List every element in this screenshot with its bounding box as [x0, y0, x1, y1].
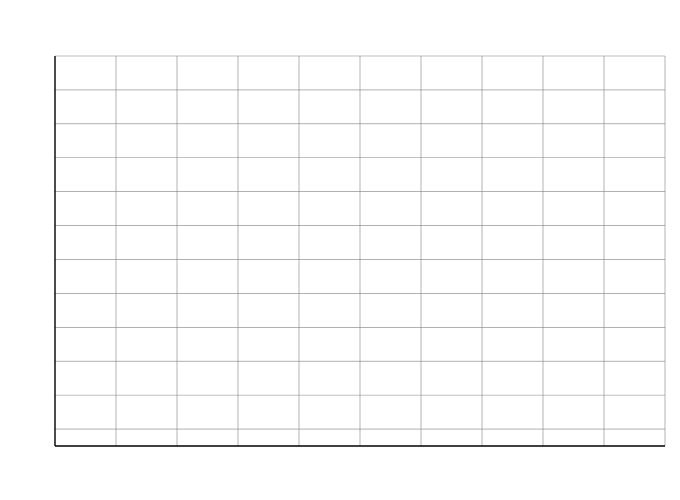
chart-svg: [0, 0, 680, 500]
chart-background: [0, 0, 680, 500]
population-line-chart: [0, 0, 680, 500]
